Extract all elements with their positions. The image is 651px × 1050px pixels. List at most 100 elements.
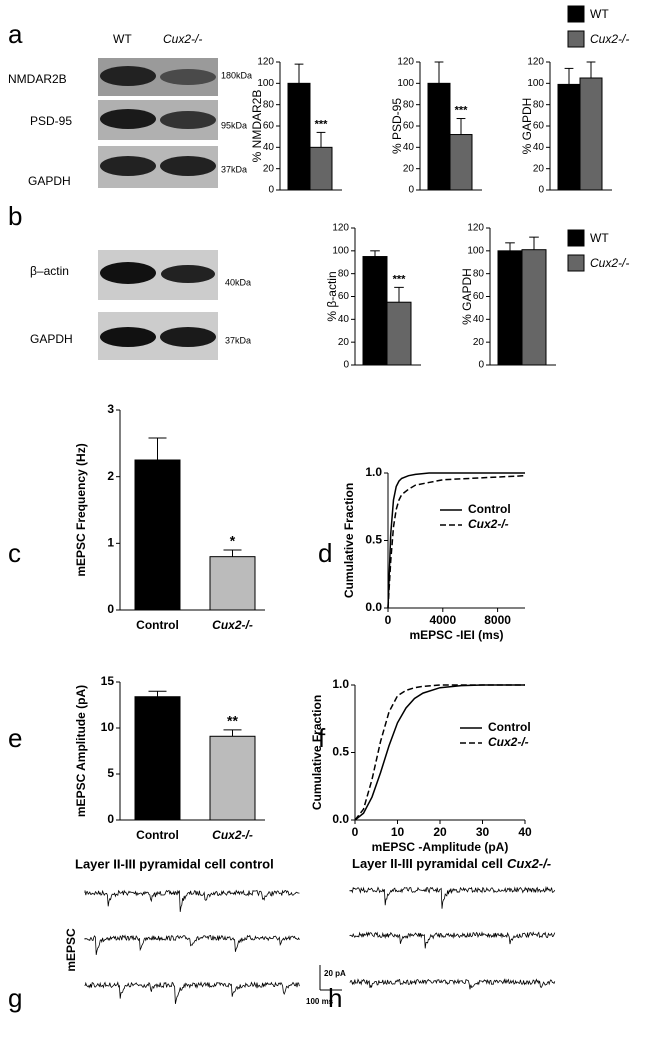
series-line [387,472,525,609]
band [160,69,216,85]
significance: *** [455,104,469,116]
bar [449,134,473,191]
bar [209,735,256,821]
significance: * [230,533,236,549]
y-tick-label: 0 [538,185,544,196]
blot-size: 37kDa [221,164,247,174]
y-tick-label: 3 [107,402,114,416]
y-tick-label: 5 [107,766,114,780]
x-tick-label: 40 [518,825,532,839]
y-tick-label: 40 [403,142,415,153]
y-tick-label: 20 [263,163,275,174]
significance: ** [227,713,238,729]
panel-letter: a [8,19,23,49]
x-tick-label: Cux2-/- [212,618,253,632]
bar [521,249,547,366]
y-tick-label: 80 [263,99,275,110]
x-axis-label: mEPSC -Amplitude (pA) [372,840,509,854]
legend-swatch [567,229,585,247]
y-tick-label: 100 [467,245,484,256]
y-tick-label: 80 [533,99,545,110]
blot-size: 180kDa [221,70,252,80]
significance: *** [315,118,329,130]
y-tick-label: 40 [533,142,545,153]
y-axis-label: % GAPDH [460,268,474,325]
bar [362,256,388,366]
blot-label: β–actin [30,264,69,278]
y-tick-label: 60 [473,291,485,302]
panel-letter: e [8,723,22,753]
bar [386,301,412,366]
y-tick-label: 80 [403,99,415,110]
y-tick-label: 120 [257,57,274,68]
blot-label: GAPDH [30,332,73,346]
x-tick-label: 4000 [429,613,456,627]
legend-label: Cux2-/- [468,517,509,531]
y-tick-label: 0.0 [332,812,349,826]
band [160,156,216,176]
bar [309,146,333,191]
y-tick-label: 60 [263,121,275,132]
y-tick-label: 120 [332,223,349,234]
blot-column: WT [113,32,132,46]
band [160,111,216,129]
blot-label: GAPDH [28,174,71,188]
band [100,327,156,347]
band [100,66,156,86]
y-axis-label: % PSD-95 [390,98,404,154]
band [160,327,216,347]
y-tick-label: 0 [408,185,414,196]
panel-letter: f [318,723,326,753]
y-tick-label: 0 [107,812,114,826]
y-axis-label: mEPSC Frequency (Hz) [74,443,88,576]
legend-label: Cux2-/- [590,256,629,270]
bar [209,556,256,611]
band [100,109,156,129]
y-tick-label: 100 [332,245,349,256]
y-tick-label: 20 [403,163,415,174]
x-tick-label: 20 [433,825,447,839]
y-axis-label: Cumulative Fraction [342,483,356,598]
y-tick-label: 0.5 [332,745,349,759]
scale-label: 100 ms [306,997,334,1006]
trace [84,934,300,955]
legend-swatch [567,5,585,23]
blot-label: NMDAR2B [8,72,67,86]
y-axis-label: % NMDAR2B [250,90,264,163]
legend-swatch [567,254,585,272]
y-tick-label: 10 [101,720,115,734]
legend-label: Control [468,502,511,516]
y-tick-label: 0.5 [365,533,382,547]
y-tick-label: 1 [107,536,114,550]
y-tick-label: 20 [338,337,350,348]
legend-label: Control [488,720,531,734]
y-tick-label: 20 [533,163,545,174]
significance: *** [393,273,407,285]
y-tick-label: 60 [338,291,350,302]
legend-label: Cux2-/- [488,735,529,749]
y-tick-label: 1.0 [332,677,349,691]
trace [349,931,556,949]
y-tick-label: 20 [473,337,485,348]
trace [349,885,556,909]
bar [579,77,603,191]
bar [134,696,181,821]
legend-swatch [567,30,585,48]
band [100,156,156,176]
y-tick-label: 0 [478,360,484,371]
panel-letter: b [8,201,22,231]
x-tick-label: Cux2-/- [212,828,253,842]
trace-title: Layer II-III pyramidal cell Cux2-/- [352,856,551,871]
blot-size: 95kDa [221,120,247,130]
x-tick-label: 10 [391,825,405,839]
bar [134,459,181,611]
y-tick-label: 15 [101,674,115,688]
band [100,262,156,284]
y-tick-label: 40 [473,314,485,325]
trace-title: Layer II-III pyramidal cell control [75,856,274,871]
y-tick-label: 2 [107,469,114,483]
bar [497,250,523,366]
legend-label: WT [590,7,609,21]
panel-letter: d [318,538,332,568]
x-tick-label: 0 [385,613,392,627]
